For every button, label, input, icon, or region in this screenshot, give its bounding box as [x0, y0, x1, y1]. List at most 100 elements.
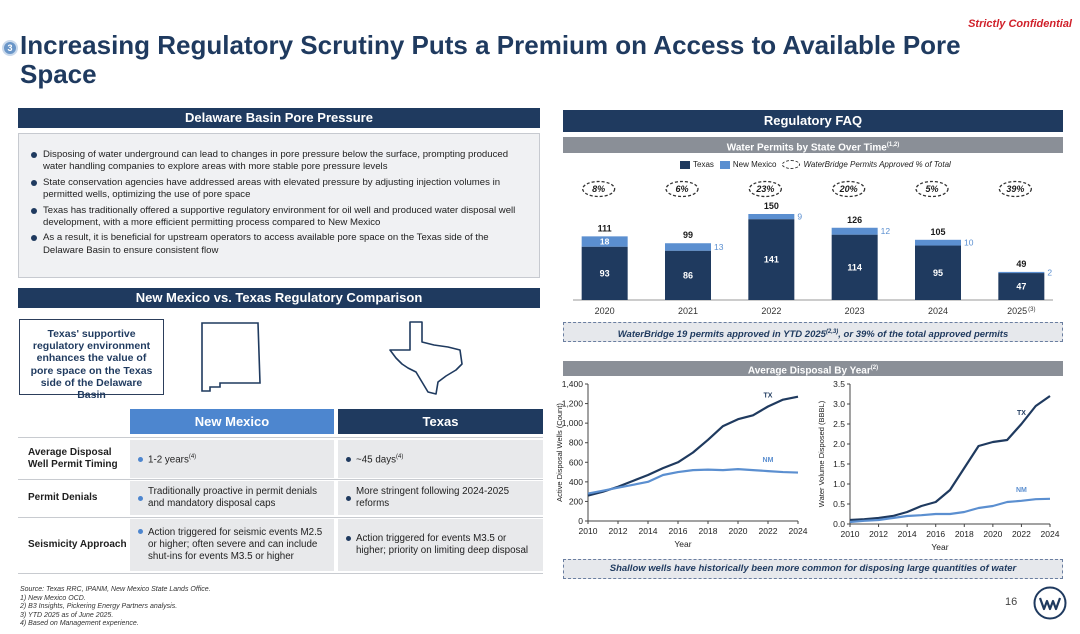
permits-note-text: WaterBridge 19 permits approved in YTD 2…: [617, 329, 826, 341]
waterbridge-pct-label: 39%: [1006, 184, 1024, 194]
bullet-dot: [346, 456, 351, 462]
waterbridge-pct-label: 20%: [839, 184, 858, 194]
bar-texas: [665, 250, 711, 300]
bar-texas: [831, 234, 878, 300]
permits-subheader-sup: (1,2): [886, 142, 900, 148]
page-title: Increasing Regulatory Scrutiny Puts a Pr…: [20, 30, 961, 89]
bar-label-new-mexico: 10: [964, 238, 974, 248]
y-tick-label: 1,200: [562, 399, 584, 409]
bar-new-mexico: [748, 214, 795, 220]
x-tick-label: 2012: [869, 529, 888, 539]
row-divider: [18, 517, 543, 518]
waterbridge-pct-oval: [998, 180, 1032, 198]
waterbridge-pct-oval: [748, 180, 782, 198]
waterbridge-pct-label: 5%: [925, 184, 938, 194]
row-divider: [18, 437, 543, 438]
legend-swatch-texas: [680, 161, 690, 170]
footnote-line: 4) Based on Management experience.: [20, 620, 139, 628]
bar-label-texas: 141: [764, 255, 779, 265]
footnote-line: Source: Texas RRC, IPANM, New Mexico Sta…: [20, 586, 211, 593]
permits-note-sup: (2,3): [825, 329, 839, 335]
bar-label-new-mexico: 13: [714, 242, 724, 252]
waterbridge-pct-label: 6%: [675, 184, 688, 194]
bar-label-texas: 47: [1016, 282, 1026, 292]
series-label-nm: NM: [1016, 487, 1027, 494]
bullet-item: Disposing of water underground can lead …: [29, 149, 527, 174]
y-tick-label: 2.0: [833, 439, 845, 449]
disposal-subheader-text: Average Disposal By Year: [747, 365, 871, 377]
x-axis-label: Year: [931, 542, 948, 552]
new-mexico-map-icon: [201, 322, 261, 392]
bar-texas: [915, 245, 961, 300]
texas-callout: Texas' supportive regulatory environment…: [19, 319, 164, 401]
series-line-tx: [849, 395, 1051, 522]
cell-text: More stringent following 2024-2025 refor…: [356, 486, 510, 509]
cell-text: Traditionally proactive in permit denial…: [148, 486, 317, 509]
legend-oval-icon: [782, 160, 801, 170]
permits-note-text-b: , or 39% of the total approved permits: [838, 329, 1009, 341]
x-tick-label: 2025(3): [1007, 306, 1035, 316]
x-tick-label: 2024: [1041, 529, 1060, 539]
bar-new-mexico: [665, 243, 711, 251]
x-tick-label: 2020: [595, 306, 615, 316]
bullet-dot: [138, 456, 143, 462]
series-line-tx: [587, 395, 799, 497]
y-tick-label: 800: [569, 438, 583, 448]
footnotes: Source: Texas RRC, IPANM, New Mexico Sta…: [20, 586, 211, 629]
confidential-label: Strictly Confidential: [968, 18, 1072, 30]
comparison-header: New Mexico vs. Texas Regulatory Comparis…: [18, 288, 540, 308]
bullet-item: As a result, it is beneficial for upstre…: [29, 232, 527, 257]
footnote-line: 2) B3 Insights, Pickering Energy Partner…: [20, 603, 178, 611]
cell-nm-permit-denials: Traditionally proactive in permit denial…: [130, 481, 334, 515]
bullet-item: Texas has traditionally offered a suppor…: [29, 205, 527, 230]
x-tick-label: 2024: [789, 526, 808, 536]
pore-pressure-header-text: Delaware Basin Pore Pressure: [185, 110, 373, 125]
cell-nm-permit-timing: 1-2 years(4): [130, 440, 334, 478]
permits-subheader: Water Permits by State Over Time(1,2): [563, 137, 1063, 153]
waterbridge-pct-oval: [582, 180, 616, 198]
permits-subheader-text: Water Permits by State Over Time: [726, 142, 887, 154]
x-tick-label: 2022: [1012, 529, 1031, 539]
series-label-nm: NM: [763, 457, 774, 464]
y-tick-label: 3.5: [833, 379, 845, 389]
y-tick-label: 0: [578, 516, 583, 526]
bar-new-mexico: [998, 271, 1045, 274]
cell-tx-permit-denials: More stringent following 2024-2025 refor…: [338, 481, 543, 515]
comparison-header-text: New Mexico vs. Texas Regulatory Comparis…: [135, 290, 423, 305]
cell-text: Action triggered for events M3.5 or high…: [356, 533, 529, 556]
bar-texas: [998, 273, 1045, 300]
cell-text: Action triggered for seismic events M2.5…: [148, 527, 323, 562]
bar-total-label: 99: [683, 230, 693, 240]
waterbridge-pct-oval: [665, 180, 699, 198]
x-tick-label: 2022: [759, 526, 778, 536]
bullet-list: Disposing of water underground can lead …: [29, 149, 527, 257]
series-label-tx: TX: [1017, 410, 1026, 417]
col-header-texas: Texas: [338, 409, 543, 434]
waterbridge-pct-label: 8%: [592, 184, 605, 194]
x-tick-label: 2018: [955, 529, 974, 539]
disposal-note: Shallow wells have historically been mor…: [563, 559, 1063, 579]
y-axis-label: Water Volume Disposed (BBBL): [817, 400, 826, 507]
bullet-dot: [346, 536, 351, 541]
bar-label-new-mexico: 18: [600, 237, 610, 247]
footnote-line: 1) New Mexico OCD.: [20, 594, 86, 602]
y-tick-label: 1.0: [833, 479, 845, 489]
cell-tx-permit-timing: ~45 days(4): [338, 440, 543, 478]
legend-waterbridge: WaterBridge Permits Approved % of Total: [782, 160, 951, 170]
bar-total-label: 126: [847, 215, 862, 225]
pore-pressure-bullets: Disposing of water underground can lead …: [18, 133, 540, 278]
cell-text: ~45 days(4): [356, 454, 404, 466]
bar-label-new-mexico: 2: [1047, 267, 1052, 277]
y-tick-label: 3.0: [833, 399, 845, 409]
disposal-note-text: Shallow wells have historically been mor…: [609, 563, 1017, 574]
x-tick-label: 2021: [678, 306, 698, 316]
disposal-subheader-sup: (2): [870, 365, 879, 371]
bar-new-mexico: [831, 227, 878, 235]
bullet-dot: [346, 495, 351, 501]
x-tick-label: 2023: [845, 306, 865, 316]
bar-new-mexico: [915, 239, 961, 246]
water-volume-line-chart: 0.0 0.5 1.0 1.5 2.0 2.5 3.0 3.5 2010 2012 2014 2016…: [817, 379, 1060, 552]
row-label-seismicity: Seismicity Approach: [28, 539, 127, 550]
permits-legend: Texas New Mexico WaterBridge Permits App…: [680, 160, 951, 170]
bar-label-new-mexico: 9: [797, 212, 802, 222]
